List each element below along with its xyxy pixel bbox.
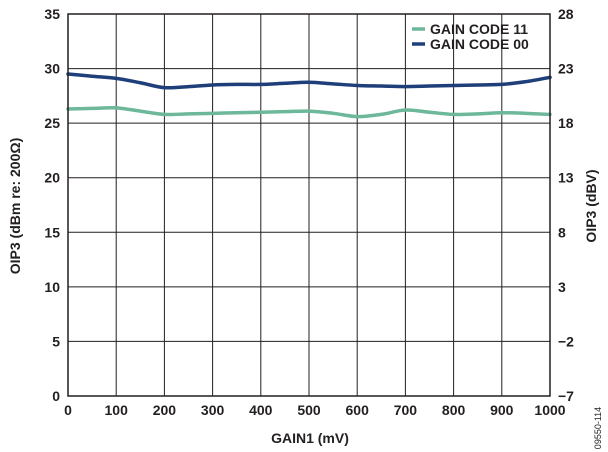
y2-axis-title: OIP3 (dBV) [583, 169, 599, 242]
x-tick-label: 900 [490, 402, 514, 418]
y-tick-label: 15 [44, 224, 60, 240]
y2-tick-label: 13 [558, 170, 574, 186]
x-tick-label: 500 [297, 402, 321, 418]
x-tick-label: 800 [442, 402, 466, 418]
y-tick-label: 20 [44, 170, 60, 186]
y2-tick-label: 8 [558, 224, 566, 240]
y2-tick-label: 18 [558, 115, 574, 131]
y2-tick-label: 23 [558, 61, 574, 77]
x-axis-title: GAIN1 (mV) [271, 430, 349, 446]
y-tick-labels: 0 5 10 15 20 25 30 35 [44, 6, 60, 404]
y-tick-label: 35 [44, 6, 60, 22]
y-tick-label: 25 [44, 115, 60, 131]
grid-lines [68, 14, 550, 396]
x-tick-label: 1000 [534, 402, 565, 418]
y-tick-label: 0 [52, 388, 60, 404]
x-tick-labels: 0 100 200 300 400 500 600 700 800 900 1000 [64, 402, 566, 418]
y2-tick-label: 3 [558, 279, 566, 295]
legend-label: GAIN CODE 00 [430, 36, 529, 52]
x-tick-label: 300 [201, 402, 225, 418]
x-tick-label: 200 [153, 402, 177, 418]
y2-tick-labels: 28 23 18 13 8 3 −2 −7 [558, 6, 574, 404]
plot-frame [67, 13, 551, 397]
figure-id: 09550-114 [593, 407, 603, 449]
y-tick-label: 5 [52, 333, 60, 349]
x-tick-label: 0 [64, 402, 72, 418]
x-tick-label: 600 [346, 402, 370, 418]
series-lines [66, 72, 552, 119]
x-tick-label: 400 [249, 402, 273, 418]
y2-tick-label: −7 [558, 388, 574, 404]
x-tick-label: 700 [394, 402, 418, 418]
x-tick-label: 100 [105, 402, 129, 418]
y-tick-label: 10 [44, 279, 60, 295]
series-line-2 [66, 72, 552, 90]
y2-tick-label: −2 [558, 333, 574, 349]
series-line-1 [66, 105, 552, 119]
legend-label: GAIN CODE 11 [430, 21, 528, 37]
y-tick-label: 30 [44, 61, 60, 77]
y-axis-title: OIP3 (dBm re: 200Ω) [7, 138, 23, 275]
y2-tick-label: 28 [558, 6, 574, 22]
